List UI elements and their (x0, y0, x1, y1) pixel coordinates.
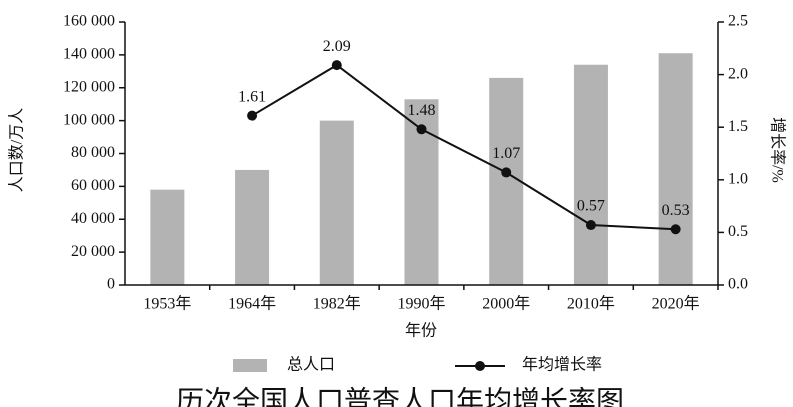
y-tick-label: 160 000 (63, 13, 115, 30)
bar (573, 64, 608, 285)
bar (658, 53, 693, 286)
y2-tick-label: 1.5 (728, 118, 748, 135)
line-point (585, 220, 596, 231)
y-axis-label: 人口数/万人 (8, 108, 26, 192)
y2-tick-label: 2.0 (728, 65, 748, 82)
y-tick-label: 100 000 (63, 111, 115, 128)
bar (489, 77, 524, 285)
y-tick-label: 80 000 (71, 144, 115, 161)
x-axis-label: 年份 (405, 322, 437, 340)
x-tick-label: 2020年 (652, 295, 700, 313)
y-tick-label: 60 000 (71, 177, 115, 194)
line-point (670, 224, 681, 235)
x-tick-label: 1964年 (228, 295, 276, 313)
y-tick-label: 40 000 (71, 210, 115, 227)
y-tick-label: 20 000 (71, 243, 115, 260)
value-label: 1.07 (492, 145, 520, 162)
legend-swatch (475, 361, 485, 371)
x-tick-label: 1990年 (397, 295, 445, 313)
value-label: 1.48 (408, 102, 436, 119)
bar (319, 120, 354, 285)
y-tick-label: 140 000 (63, 46, 115, 63)
y2-tick-label: 1.0 (728, 170, 748, 187)
y2-tick-label: 0.5 (728, 223, 748, 240)
line-point (501, 167, 512, 178)
bar (150, 189, 185, 285)
x-tick-label: 1982年 (313, 295, 361, 313)
chart-title: 历次全国人口普查人口年均增长率图 (176, 385, 624, 407)
legend-label: 年均增长率 (522, 356, 602, 374)
legend-label: 总人口 (287, 356, 335, 374)
y2-tick-label: 2.5 (728, 13, 748, 30)
value-label: 0.53 (662, 202, 690, 219)
x-tick-label: 1953年 (143, 295, 191, 313)
line-point (247, 110, 258, 121)
y2-axis-label: 增长率/% (768, 117, 786, 183)
x-tick-label: 2000年 (482, 295, 530, 313)
value-label: 1.61 (238, 88, 266, 105)
line (251, 63, 676, 231)
value-label: 0.57 (577, 198, 605, 215)
bar (235, 169, 270, 285)
y-tick-label: 120 000 (63, 78, 115, 95)
y2-tick-label: 0.0 (728, 276, 748, 293)
legend-swatch (233, 359, 267, 372)
line-point (331, 60, 342, 71)
x-tick-label: 2010年 (567, 295, 615, 313)
value-label: 2.09 (323, 38, 351, 55)
y-tick-label: 0 (107, 276, 115, 293)
line-point (416, 124, 427, 135)
